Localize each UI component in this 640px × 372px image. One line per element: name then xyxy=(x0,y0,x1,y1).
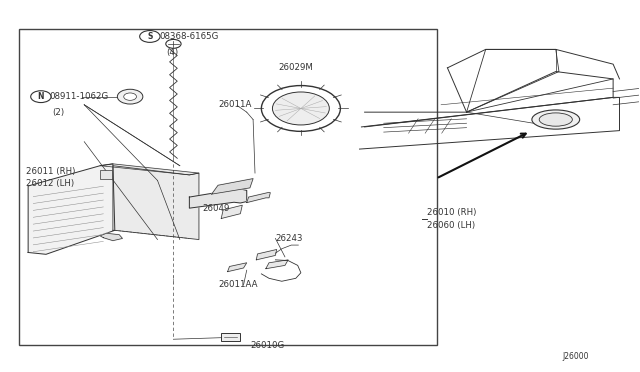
Text: J26000: J26000 xyxy=(562,352,589,361)
Text: 08911-1062G: 08911-1062G xyxy=(49,92,108,101)
Circle shape xyxy=(261,86,340,131)
FancyBboxPatch shape xyxy=(221,333,241,341)
Polygon shape xyxy=(113,166,199,240)
Polygon shape xyxy=(228,263,246,272)
Ellipse shape xyxy=(532,110,580,129)
Text: 26060 (LH): 26060 (LH) xyxy=(427,221,475,230)
Text: 26049: 26049 xyxy=(202,204,230,214)
Text: 26029M: 26029M xyxy=(278,63,314,72)
Polygon shape xyxy=(256,250,276,260)
Circle shape xyxy=(124,93,136,100)
Circle shape xyxy=(31,91,51,103)
Polygon shape xyxy=(212,179,253,194)
Bar xyxy=(100,170,111,179)
Text: 26011AA: 26011AA xyxy=(218,280,257,289)
Polygon shape xyxy=(100,233,122,241)
Text: 26010 (RH): 26010 (RH) xyxy=(427,208,476,217)
Text: 08368-6165G: 08368-6165G xyxy=(159,32,219,41)
Ellipse shape xyxy=(540,113,572,126)
Text: N: N xyxy=(38,92,44,101)
Text: 26012 (LH): 26012 (LH) xyxy=(26,179,74,188)
Text: S: S xyxy=(147,32,152,41)
Bar xyxy=(19,29,436,345)
Polygon shape xyxy=(28,164,115,254)
Polygon shape xyxy=(221,205,243,218)
Circle shape xyxy=(273,92,330,125)
Circle shape xyxy=(117,89,143,104)
Text: 26011 (RH): 26011 (RH) xyxy=(26,167,75,176)
Text: 26243: 26243 xyxy=(275,234,303,243)
Polygon shape xyxy=(266,260,288,269)
Circle shape xyxy=(166,39,181,48)
Text: (4): (4) xyxy=(166,48,178,57)
Text: (2): (2) xyxy=(52,108,65,117)
Polygon shape xyxy=(100,164,199,175)
Text: 26010G: 26010G xyxy=(250,341,284,350)
Polygon shape xyxy=(246,193,270,203)
Text: 26011A: 26011A xyxy=(218,100,252,109)
Polygon shape xyxy=(189,189,246,208)
Circle shape xyxy=(140,31,160,42)
